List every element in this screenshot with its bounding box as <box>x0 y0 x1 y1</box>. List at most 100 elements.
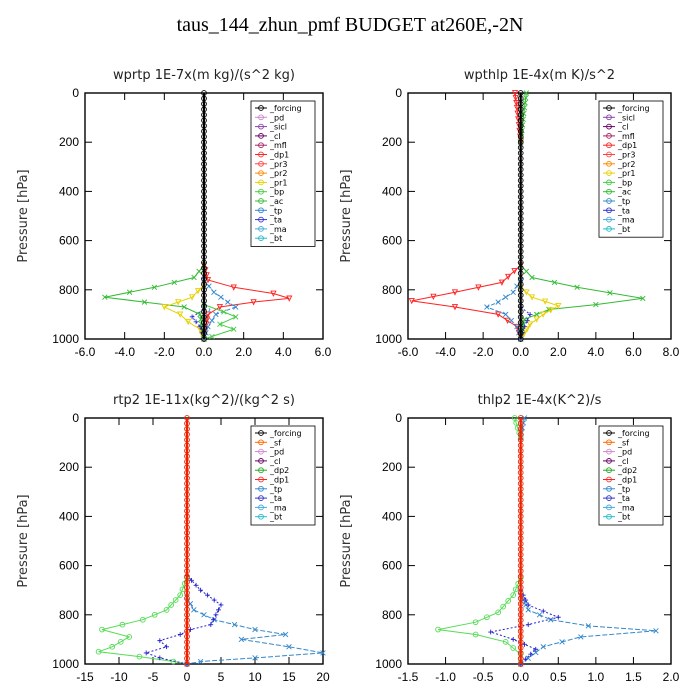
x-tick-label: 6.0 <box>315 345 332 359</box>
legend-entry: _pd <box>603 448 632 457</box>
data-point <box>184 529 190 536</box>
data-point <box>536 612 543 618</box>
data-point <box>517 95 524 102</box>
data-point <box>201 194 207 200</box>
data-point <box>184 524 190 531</box>
legend-entry: _dp1 <box>603 476 637 485</box>
data-point <box>525 607 531 613</box>
data-point <box>95 648 102 655</box>
data-point <box>523 289 530 296</box>
series-tp <box>184 594 326 667</box>
series-forcing <box>517 415 524 667</box>
data-point <box>184 595 190 602</box>
data-point <box>517 172 524 178</box>
data-point <box>184 546 190 553</box>
data-point <box>201 232 207 238</box>
legend-marker <box>606 142 612 149</box>
data-point <box>184 502 190 509</box>
data-point <box>172 597 179 603</box>
y-axis-label: Pressure [hPa] <box>16 169 31 262</box>
y-tick-label: 0 <box>395 86 402 100</box>
data-point <box>109 643 116 650</box>
data-point <box>607 290 613 296</box>
data-point <box>527 312 533 317</box>
x-tick-label: 0 <box>184 670 191 684</box>
data-point <box>201 292 207 299</box>
data-point <box>517 101 524 107</box>
panel-title: rtp2 1E-11x(kg^2)/(kg^2 s) <box>113 393 295 408</box>
data-point <box>201 308 207 315</box>
data-point <box>521 110 527 117</box>
data-point <box>504 317 511 324</box>
data-point <box>233 314 239 320</box>
legend-entry: _tp <box>255 485 282 494</box>
data-point <box>193 582 199 588</box>
data-point <box>201 144 207 151</box>
data-point <box>517 601 524 607</box>
data-point <box>502 294 509 300</box>
x-tick-label: -6.0 <box>398 345 419 359</box>
legend-marker <box>258 170 264 176</box>
data-point <box>119 621 126 628</box>
data-point <box>216 607 221 613</box>
data-point <box>517 508 524 514</box>
data-point <box>551 279 558 286</box>
legend-marker <box>606 123 612 130</box>
legend-label: _pr3 <box>617 151 635 160</box>
legend-entry: _ma <box>255 225 287 234</box>
series-dp1 <box>435 575 524 667</box>
y-tick-label: 800 <box>59 283 79 297</box>
data-point <box>542 298 549 305</box>
legend-marker <box>606 133 612 139</box>
x-tick-label: 4.0 <box>588 345 605 359</box>
legend-entry: _bp <box>255 188 284 197</box>
data-point <box>517 458 524 465</box>
x-tick-label: 8.0 <box>663 345 680 359</box>
y-tick-label: 800 <box>382 608 402 622</box>
data-point <box>505 273 512 281</box>
data-point <box>540 311 547 318</box>
legend-entry: _tp <box>603 197 630 206</box>
legend-entry: _ma <box>603 216 635 225</box>
data-point <box>517 325 524 331</box>
data-point <box>517 595 524 602</box>
legend-entry: _pd <box>255 113 284 122</box>
data-point <box>517 639 524 645</box>
y-tick-label: 200 <box>382 460 402 474</box>
legend-entry: _sf <box>603 438 629 447</box>
data-point <box>517 551 524 558</box>
legend-label: _dp2 <box>617 466 637 475</box>
chart-panel-1: wprtp 1E-7x(m kg)/(s^2 kg) Pressure [hPa]… <box>16 68 332 359</box>
series-line <box>520 594 657 665</box>
legend-label: _sf <box>269 438 281 447</box>
data-point <box>510 645 517 651</box>
data-point <box>201 314 207 320</box>
data-point <box>238 636 245 643</box>
data-point <box>184 519 190 525</box>
legend-entry: _pr2 <box>255 169 287 178</box>
data-point <box>201 133 207 140</box>
data-point <box>510 637 516 642</box>
data-point <box>211 597 217 603</box>
legend-marker <box>606 151 612 158</box>
data-point <box>517 177 524 184</box>
series-tp <box>484 277 524 342</box>
x-tick-label: -2.0 <box>473 345 494 359</box>
legend-marker <box>258 114 264 121</box>
data-point <box>517 243 524 249</box>
legend-marker <box>606 439 612 446</box>
data-point <box>517 336 524 342</box>
series-ac <box>517 262 646 342</box>
legend-label: _sicl <box>617 113 635 122</box>
series-forcing <box>201 90 207 342</box>
x-tick-label: -6.0 <box>75 345 96 359</box>
legend-marker <box>606 207 612 214</box>
data-point <box>533 316 540 323</box>
data-point <box>201 183 207 189</box>
data-point <box>408 298 415 305</box>
legend: _forcing_sicl_cl_mfl_dp1_pr3_pr2_pr1_bp_… <box>598 100 664 238</box>
data-point <box>126 634 133 640</box>
series-line <box>162 284 205 340</box>
data-point <box>218 602 224 608</box>
legend-entry: _ac <box>255 197 283 206</box>
